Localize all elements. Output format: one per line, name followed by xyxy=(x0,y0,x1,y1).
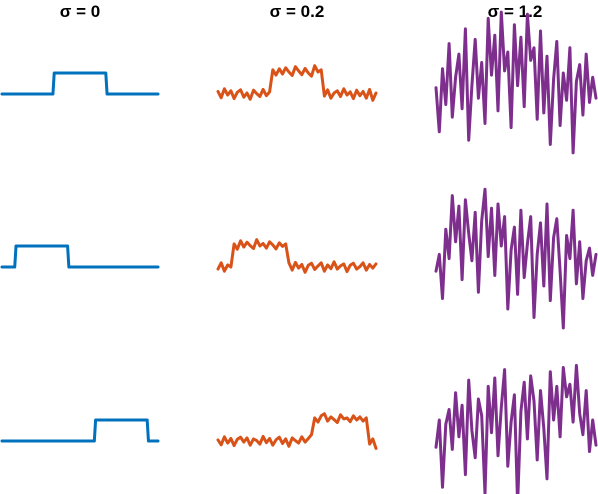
column-title-2: σ = 0.2 xyxy=(270,2,325,21)
series-line-row2-col3 xyxy=(434,187,598,330)
signal-panels xyxy=(0,10,598,494)
series-line-row3-col1 xyxy=(0,418,160,443)
column-titles: σ = 0 σ = 0.2 σ = 1.2 xyxy=(60,2,543,21)
series-line-row1-col3 xyxy=(434,10,598,155)
series-line-row3-col3 xyxy=(434,363,598,494)
series-line-row1-col2 xyxy=(216,64,378,102)
series-line-row2-col2 xyxy=(216,238,378,274)
series-line-row1-col1 xyxy=(0,71,160,96)
column-title-3: σ = 1.2 xyxy=(488,2,543,21)
column-title-1: σ = 0 xyxy=(60,2,100,21)
series-line-row2-col1 xyxy=(0,244,160,269)
series-line-row3-col2 xyxy=(216,412,378,450)
